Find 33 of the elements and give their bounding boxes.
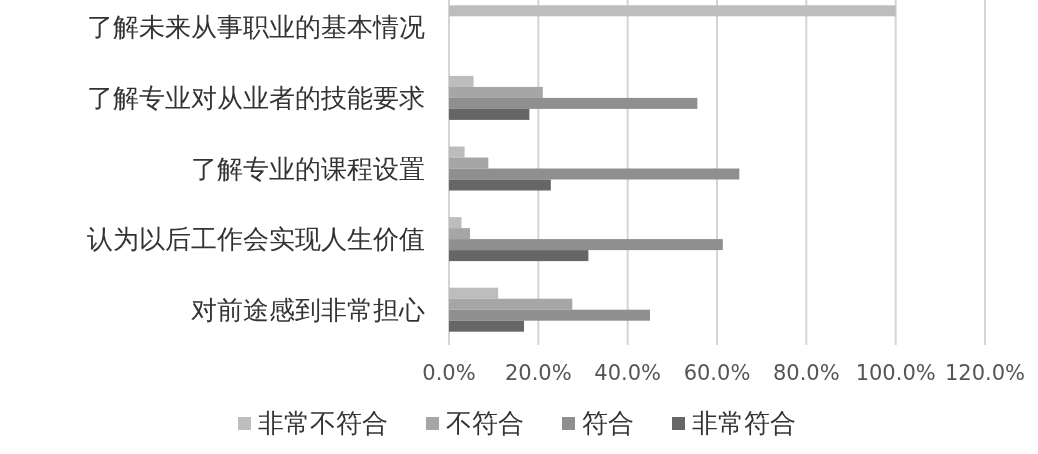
y-tick-label: 对前途感到非常担心 bbox=[191, 294, 425, 325]
y-tick-label: 了解专业对从业者的技能要求 bbox=[87, 82, 425, 113]
x-tick-label: 40.0% bbox=[594, 361, 662, 385]
x-tick-label: 120.0% bbox=[944, 361, 1026, 385]
bar bbox=[449, 157, 489, 169]
bar bbox=[449, 239, 723, 251]
bar bbox=[449, 86, 543, 98]
legend-label: 非常不符合 bbox=[258, 408, 388, 438]
legend-label: 不符合 bbox=[446, 408, 524, 438]
bar bbox=[449, 97, 698, 109]
bar bbox=[449, 309, 650, 321]
x-tick-label: 20.0% bbox=[504, 361, 572, 385]
legend-label: 符合 bbox=[582, 408, 634, 438]
x-tick-label: 100.0% bbox=[855, 361, 936, 385]
bar bbox=[449, 179, 551, 191]
legend-label: 非常符合 bbox=[692, 408, 796, 438]
bar bbox=[449, 298, 573, 310]
x-tick-label: 80.0% bbox=[772, 361, 840, 385]
bar bbox=[449, 168, 740, 180]
x-tick-label: 60.0% bbox=[683, 361, 751, 385]
bar bbox=[449, 75, 474, 87]
bar bbox=[449, 287, 499, 299]
bar bbox=[449, 108, 530, 120]
y-tick-label: 了解专业的课程设置 bbox=[191, 153, 425, 184]
bar bbox=[449, 5, 896, 17]
bar bbox=[449, 320, 525, 332]
bar bbox=[449, 228, 470, 240]
bar bbox=[449, 217, 462, 229]
bar bbox=[449, 146, 465, 158]
y-tick-label: 认为以后工作会实现人生价值 bbox=[87, 224, 425, 255]
x-tick-label: 0.0% bbox=[422, 361, 476, 385]
bar bbox=[449, 250, 589, 262]
y-tick-label: 了解未来从事职业的基本情况 bbox=[87, 12, 425, 43]
